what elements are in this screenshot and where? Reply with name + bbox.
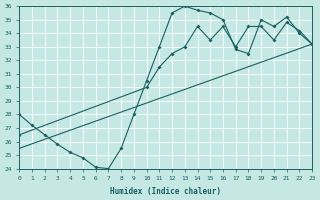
X-axis label: Humidex (Indice chaleur): Humidex (Indice chaleur): [110, 187, 221, 196]
